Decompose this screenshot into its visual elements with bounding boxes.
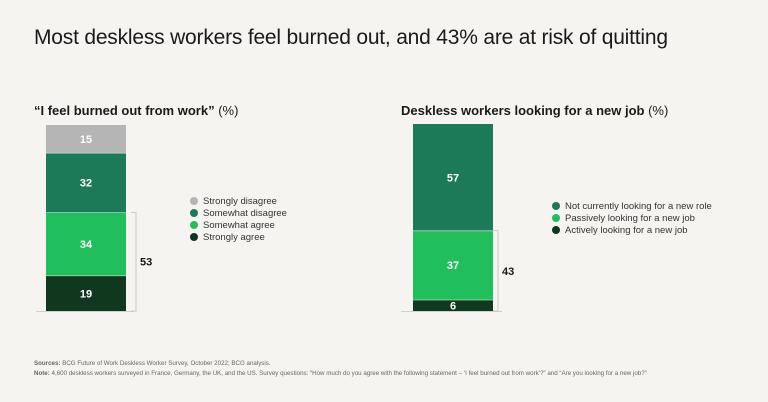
chart-1-legend-item: Somewhat agree	[190, 219, 287, 231]
chart-2-legend: Not currently looking for a new role Pass…	[552, 200, 712, 236]
chart-2-data-label: 57	[447, 172, 459, 184]
chart-1-data-label: 32	[80, 178, 92, 190]
chart-2-data-label: 37	[447, 260, 459, 272]
chart-2-bar-segment	[413, 299, 493, 311]
legend-label: Somewhat disagree	[203, 207, 287, 219]
chart-1-bracket	[131, 211, 137, 312]
chart-1-title: “I feel burned out from work” (%)	[34, 103, 238, 118]
chart-1-legend-item: Strongly agree	[190, 231, 287, 243]
chart-2-bar-segment	[413, 230, 493, 300]
chart-1-bracket-label: 53	[140, 257, 152, 269]
chart-1-title-text: “I feel burned out from work”	[34, 103, 215, 118]
chart-1-bar-segment	[46, 275, 126, 311]
chart-2-bracket-label: 43	[502, 266, 514, 278]
chart-2-bar-segment	[413, 124, 493, 231]
footer-sources: Sources: BCG Future of Work Deskless Wor…	[34, 360, 271, 367]
chart-1-unit: (%)	[218, 103, 239, 118]
chart-1-bar-segment	[46, 152, 126, 213]
page-title: Most deskless workers feel burned out, a…	[34, 26, 668, 49]
legend-swatch	[190, 221, 198, 229]
chart-1-bar-segment	[46, 125, 126, 153]
chart-1-bar-segment	[46, 212, 126, 276]
legend-label: Strongly agree	[203, 231, 265, 243]
legend-swatch	[552, 214, 560, 222]
chart-1-data-label: 19	[80, 288, 92, 300]
chart-2-unit: (%)	[648, 103, 669, 118]
legend-label: Not currently looking for a new role	[565, 200, 712, 212]
legend-label: Passively looking for a new job	[565, 212, 695, 224]
chart-2-legend-item: Not currently looking for a new role	[552, 200, 712, 212]
legend-swatch	[552, 226, 560, 234]
legend-label: Actively looking for a new job	[565, 224, 688, 236]
chart-1-legend-item: Strongly disagree	[190, 195, 287, 207]
chart-1-data-label: 15	[80, 134, 92, 146]
legend-swatch	[190, 209, 198, 217]
chart-2-title: Deskless workers looking for a new job (…	[401, 103, 668, 118]
legend-label: Strongly disagree	[203, 195, 277, 207]
chart-2-legend-item: Actively looking for a new job	[552, 224, 712, 236]
legend-label: Somewhat agree	[203, 219, 275, 231]
chart-2-title-text: Deskless workers looking for a new job	[401, 103, 645, 118]
chart-2-data-label: 6	[450, 300, 456, 312]
legend-swatch	[552, 202, 560, 210]
legend-swatch	[190, 197, 198, 205]
footer-note: Note: 4,600 deskless workers surveyed in…	[34, 370, 647, 377]
chart-2-bracket	[493, 230, 499, 312]
chart-1-legend: Strongly disagree Somewhat disagree Somewh…	[190, 195, 287, 243]
chart-2-legend-item: Passively looking for a new job	[552, 212, 712, 224]
legend-swatch	[190, 233, 198, 241]
footer: Sources: BCG Future of Work Deskless Wor…	[34, 359, 647, 379]
chart-1-data-label: 34	[80, 239, 93, 251]
chart-1-legend-item: Somewhat disagree	[190, 207, 287, 219]
